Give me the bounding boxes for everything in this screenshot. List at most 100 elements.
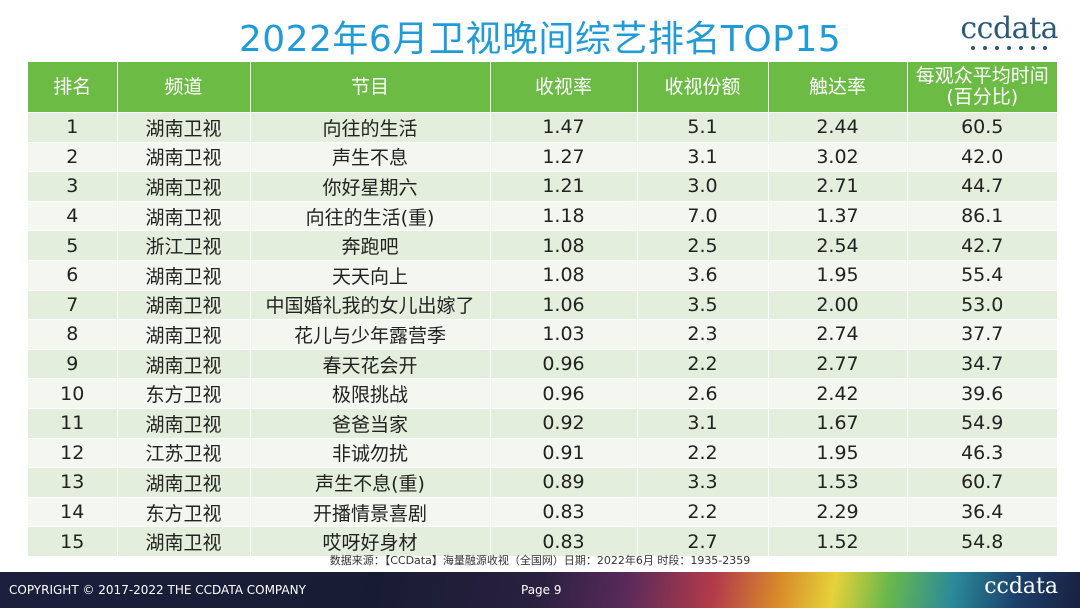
cell-rating: 0.96 [490,378,638,409]
table-row: 8 湖南卫视 花儿与少年露营季 1.03 2.3 2.74 37.7 [28,319,1057,350]
cell-share: 3.1 [637,141,769,172]
cell-program: 中国婚礼我的女儿出嫁了 [250,289,491,320]
cell-rank: 3 [28,171,118,202]
cell-rating: 1.08 [490,230,638,261]
cell-reach: 2.77 [768,348,908,379]
cell-avg-time: 60.5 [907,112,1057,143]
cell-rank: 4 [28,200,118,231]
cell-reach: 1.53 [768,467,908,498]
table-row: 11 湖南卫视 爸爸当家 0.92 3.1 1.67 54.9 [28,407,1057,439]
logo-dots [960,46,1058,52]
cell-share: 3.6 [637,259,769,291]
cell-program: 非诚勿扰 [250,437,491,468]
cell-channel: 东方卫视 [117,378,251,409]
cell-program: 你好星期六 [250,171,491,202]
cell-share: 3.3 [637,467,769,498]
cell-share: 7.0 [637,200,769,231]
cell-rating: 1.27 [490,141,638,172]
cell-rating: 1.03 [490,319,638,350]
header-reach: 触达率 [768,62,908,113]
cell-rating: 0.92 [490,407,638,439]
cell-avg-time: 34.7 [907,348,1057,379]
table-row: 3 湖南卫视 你好星期六 1.21 3.0 2.71 44.7 [28,171,1057,202]
cell-program: 向往的生活(重) [250,200,491,231]
cell-rating: 1.47 [490,112,638,143]
ranking-table: 排名 频道 节目 收视率 收视份额 触达率 每观众平均时间 (百分比) 1 湖南卫… [28,62,1057,556]
page-number: Page 9 [521,583,562,597]
cell-rating: 0.96 [490,348,638,379]
cell-channel: 湖南卫视 [117,467,251,498]
cell-program: 爸爸当家 [250,407,491,439]
cell-channel: 湖南卫视 [117,319,251,350]
cell-reach: 2.29 [768,496,908,527]
cell-program: 春天花会开 [250,348,491,379]
cell-program: 声生不息(重) [250,467,491,498]
cell-avg-time: 37.7 [907,319,1057,350]
cell-rank: 10 [28,378,118,409]
cell-program: 极限挑战 [250,378,491,409]
cell-avg-time: 42.0 [907,141,1057,172]
cell-channel: 湖南卫视 [117,171,251,202]
cell-rank: 11 [28,407,118,439]
cell-channel: 江苏卫视 [117,437,251,468]
cell-avg-time: 54.8 [907,526,1057,556]
cell-channel: 湖南卫视 [117,200,251,231]
cell-channel: 湖南卫视 [117,407,251,439]
cell-reach: 2.71 [768,171,908,202]
cell-rating: 0.83 [490,526,638,556]
cell-share: 2.3 [637,319,769,350]
cell-rating: 1.08 [490,259,638,291]
cell-share: 2.6 [637,378,769,409]
page-title: 2022年6月卫视晚间综艺排名TOP15 [238,19,842,60]
cell-rank: 15 [28,526,118,556]
cell-channel: 东方卫视 [117,496,251,527]
cell-rating: 1.21 [490,171,638,202]
table-header-row: 排名 频道 节目 收视率 收视份额 触达率 每观众平均时间 (百分比) [28,62,1057,113]
cell-reach: 1.67 [768,407,908,439]
cell-channel: 湖南卫视 [117,112,251,143]
cell-avg-time: 55.4 [907,259,1057,291]
table-row: 2 湖南卫视 声生不息 1.27 3.1 3.02 42.0 [28,141,1057,172]
cell-share: 2.5 [637,230,769,261]
cell-rank: 13 [28,467,118,498]
cell-avg-time: 36.4 [907,496,1057,527]
cell-share: 2.7 [637,526,769,556]
table-row: 4 湖南卫视 向往的生活(重) 1.18 7.0 1.37 86.1 [28,200,1057,231]
cell-reach: 2.00 [768,289,908,320]
cell-reach: 1.95 [768,259,908,291]
cell-rank: 7 [28,289,118,320]
cell-share: 2.2 [637,437,769,468]
cell-program: 开播情景喜剧 [250,496,491,527]
cell-program: 奔跑吧 [250,230,491,261]
cell-rating: 1.18 [490,200,638,231]
table-row: 12 江苏卫视 非诚勿扰 0.91 2.2 1.95 46.3 [28,437,1057,468]
cell-program: 天天向上 [250,259,491,291]
cell-rank: 8 [28,319,118,350]
cell-program: 向往的生活 [250,112,491,143]
cell-share: 2.2 [637,496,769,527]
cell-program: 哎呀好身材 [250,526,491,556]
table-row: 13 湖南卫视 声生不息(重) 0.89 3.3 1.53 60.7 [28,467,1057,498]
cell-share: 3.0 [637,171,769,202]
header-channel: 频道 [117,62,251,113]
cell-reach: 2.54 [768,230,908,261]
cell-avg-time: 39.6 [907,378,1057,409]
header-share: 收视份额 [637,62,769,113]
cell-avg-time: 54.9 [907,407,1057,439]
header-avg-time: 每观众平均时间 (百分比) [907,62,1057,113]
cell-avg-time: 44.7 [907,171,1057,202]
cell-avg-time: 42.7 [907,230,1057,261]
cell-share: 3.1 [637,407,769,439]
cell-rank: 9 [28,348,118,379]
cell-avg-time: 53.0 [907,289,1057,320]
cell-channel: 湖南卫视 [117,526,251,556]
cell-channel: 湖南卫视 [117,259,251,291]
cell-rating: 0.83 [490,496,638,527]
cell-rank: 12 [28,437,118,468]
cell-avg-time: 46.3 [907,437,1057,468]
data-source-note: 数据来源：【CCData】海量融源收视（全国网）日期：2022年6月 时段：19… [329,554,751,567]
copyright-text: COPYRIGHT © 2017-2022 THE CCDATA COMPANY [9,583,306,597]
header-program: 节目 [250,62,491,113]
cell-reach: 1.37 [768,200,908,231]
cell-rank: 1 [28,112,118,143]
